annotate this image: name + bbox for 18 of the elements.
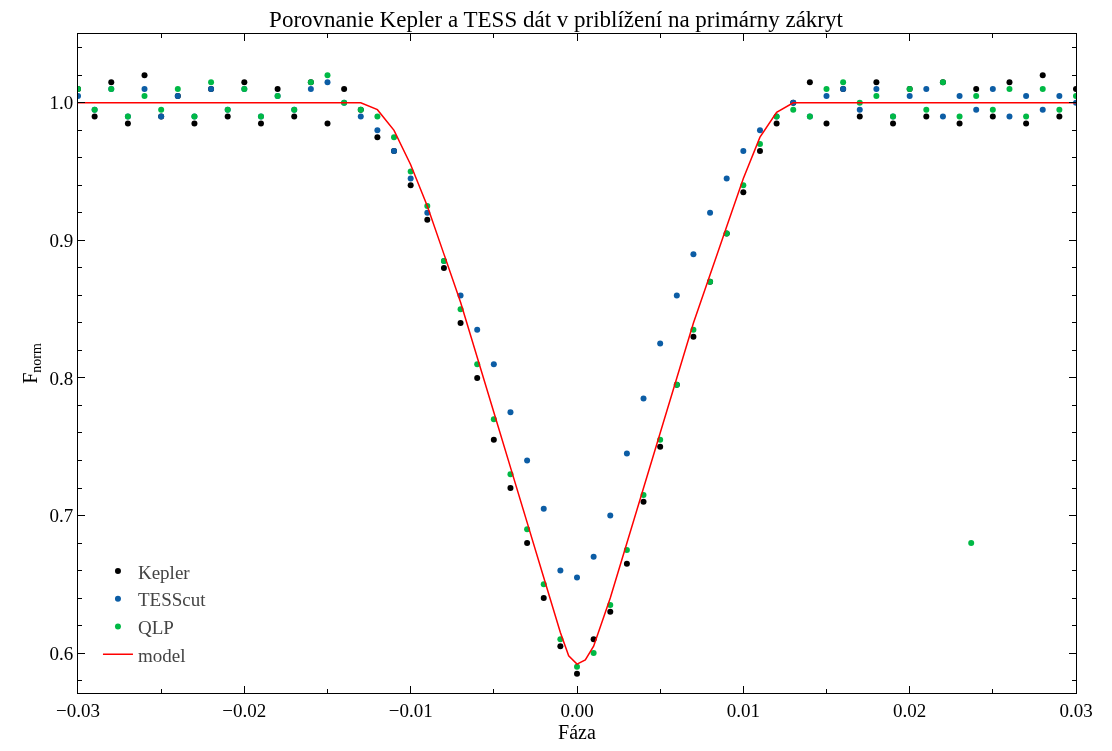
x-tick-label: 0.02 xyxy=(893,699,927,721)
legend-label: QLP xyxy=(137,616,174,638)
x-tick-label: 0.03 xyxy=(1059,699,1093,721)
y-tick-label: 0.7 xyxy=(49,505,74,527)
y-tick-label: 1.0 xyxy=(49,92,74,114)
x-tick-label: 0.01 xyxy=(726,699,760,721)
x-tick-label: −0.03 xyxy=(56,699,100,721)
legend-label: Kepler xyxy=(137,561,191,583)
y-tick-label: 0.8 xyxy=(49,367,74,389)
y-tick-label: 0.9 xyxy=(49,230,74,252)
chart-title: Porovnanie Kepler a TESS dát v priblížení na primárny zákryt xyxy=(269,7,844,33)
x-axis-title: Fáza xyxy=(558,720,596,743)
legend-label: model xyxy=(137,644,186,666)
x-tick-label: −0.02 xyxy=(222,699,267,721)
x-tick-label: 0.00 xyxy=(560,699,594,721)
y-tick-label: 0.6 xyxy=(49,642,74,664)
x-tick-label: −0.01 xyxy=(388,699,433,721)
legend-label: TESScut xyxy=(137,589,207,611)
